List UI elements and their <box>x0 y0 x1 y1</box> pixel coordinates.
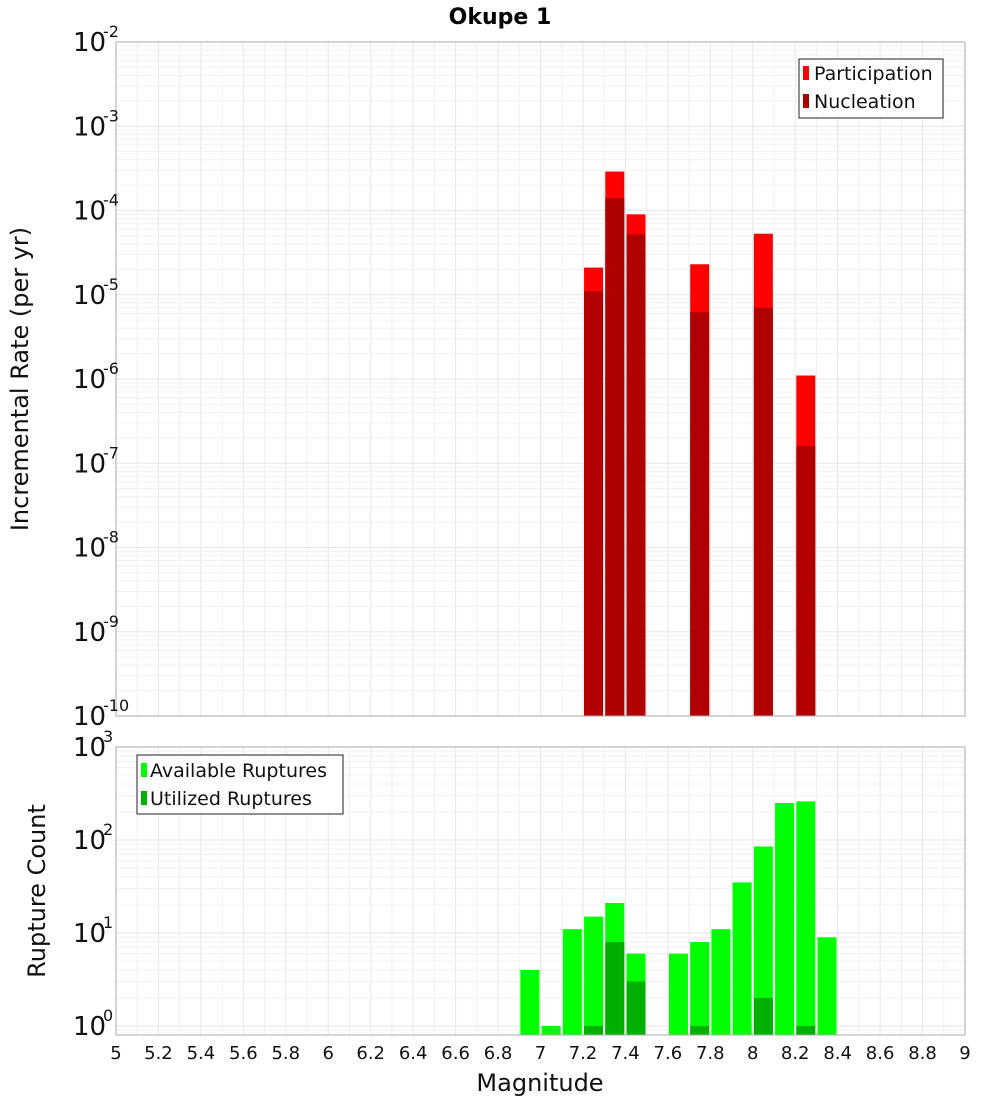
bottom-available-ruptures-bar <box>562 929 582 1035</box>
x-tick-label: 7 <box>535 1043 546 1064</box>
x-tick-label: 7.4 <box>611 1043 640 1064</box>
x-ticks: 5 5.2 5.4 5.6 5.8 6 6.2 6.4 6.6 6.8 7 7.2 7.4 7.6 7.8 8… <box>110 1043 970 1064</box>
top-y-tick-exponent: -3 <box>103 106 119 125</box>
bottom-available-ruptures-bar <box>668 953 688 1035</box>
chart-title: Okupe 1 <box>449 5 552 30</box>
top-y-tick-label: 10 <box>73 534 106 564</box>
bottom-available-ruptures-bar <box>753 846 773 1035</box>
x-tick-label: 6.2 <box>356 1043 385 1064</box>
top-y-tick-label: 10 <box>73 618 106 648</box>
x-tick-label: 9 <box>959 1043 970 1064</box>
top-legend-box <box>798 58 944 119</box>
top-y-tick-label: 10 <box>73 112 106 142</box>
x-tick-label: 5 <box>110 1043 121 1064</box>
top-y-tick-label: 10 <box>73 281 106 311</box>
participation-legend-swatch <box>803 66 809 80</box>
bottom-plot-bars <box>520 801 837 1035</box>
top-y-tick-label: 10 <box>73 449 106 479</box>
x-tick-label: 8.8 <box>908 1043 937 1064</box>
top-y-tick-exponent: -9 <box>103 612 119 631</box>
x-tick-label: 7.2 <box>569 1043 598 1064</box>
nucleation-legend-swatch <box>803 94 809 108</box>
bottom-legend: Available Ruptures Utilized Ruptures <box>136 754 344 815</box>
bottom-y-tick-label: 10 <box>73 826 106 856</box>
top-nucleation-bar <box>605 198 625 716</box>
bottom-utilized-ruptures-bar <box>626 981 646 1035</box>
top-y-tick-exponent: -2 <box>103 22 119 41</box>
x-tick-label: 6.4 <box>399 1043 428 1064</box>
bottom-available-ruptures-bar <box>541 1025 561 1035</box>
top-y-axis-label: Incremental Rate (per yr) <box>6 227 34 531</box>
available-ruptures-legend-label: Available Ruptures <box>150 760 327 782</box>
bottom-utilized-ruptures-bar <box>753 997 773 1035</box>
top-y-tick-label: 10 <box>73 702 106 732</box>
top-plot-grid <box>115 42 966 717</box>
bottom-y-tick-exponent: 1 <box>103 913 113 932</box>
top-y-tick-label: 10 <box>73 197 106 227</box>
top-y-tick-label: 10 <box>73 28 106 58</box>
bottom-available-ruptures-bar <box>732 882 752 1035</box>
top-nucleation-bar <box>690 312 710 716</box>
top-y-tick-label: 10 <box>73 365 106 395</box>
bottom-available-ruptures-bar <box>690 942 710 1035</box>
x-tick-label: 6 <box>323 1043 334 1064</box>
available-ruptures-legend-swatch <box>141 763 147 777</box>
bottom-legend-box <box>136 754 344 815</box>
x-tick-label: 6.8 <box>484 1043 513 1064</box>
bottom-available-ruptures-bar <box>817 937 837 1035</box>
x-tick-label: 5.2 <box>144 1043 173 1064</box>
x-tick-label: 8.6 <box>866 1043 895 1064</box>
bottom-available-ruptures-bar <box>796 801 816 1035</box>
top-nucleation-bar <box>796 446 816 716</box>
top-y-tick-exponent: -10 <box>103 696 129 715</box>
participation-legend-label: Participation <box>814 63 933 85</box>
x-tick-label: 7.8 <box>696 1043 725 1064</box>
bottom-y-tick-label: 10 <box>73 733 106 763</box>
top-y-ticks: 10-210-310-410-510-610-710-810-910-10 <box>73 22 129 732</box>
top-plot-frame <box>115 41 966 717</box>
utilized-ruptures-legend-label: Utilized Ruptures <box>150 788 312 810</box>
top-y-tick-exponent: -7 <box>103 443 119 462</box>
bottom-utilized-ruptures-bar <box>796 1025 816 1035</box>
bottom-y-tick-label: 10 <box>73 1012 106 1042</box>
x-tick-label: 5.8 <box>271 1043 300 1064</box>
x-axis-label: Magnitude <box>476 1069 603 1097</box>
top-nucleation-bar <box>753 307 773 716</box>
bottom-available-ruptures-bar <box>584 916 604 1035</box>
x-tick-label: 8.2 <box>781 1043 810 1064</box>
x-tick-label: 8 <box>747 1043 758 1064</box>
bottom-utilized-ruptures-bar <box>690 1025 710 1035</box>
x-tick-label: 5.6 <box>229 1043 258 1064</box>
x-tick-label: 7.6 <box>654 1043 683 1064</box>
top-legend: Participation Nucleation <box>798 58 944 119</box>
x-tick-label: 8.4 <box>823 1043 852 1064</box>
bottom-y-tick-label: 10 <box>73 919 106 949</box>
top-y-tick-exponent: -4 <box>103 191 119 210</box>
bottom-plot-frame <box>115 746 966 1036</box>
x-tick-label: 5.4 <box>187 1043 216 1064</box>
bottom-y-tick-exponent: 0 <box>103 1006 113 1025</box>
bottom-y-axis-label: Rupture Count <box>23 804 51 978</box>
utilized-ruptures-legend-swatch <box>141 791 147 805</box>
bottom-available-ruptures-bar <box>520 969 540 1035</box>
top-plot-bars <box>584 171 816 717</box>
nucleation-legend-label: Nucleation <box>814 91 916 113</box>
top-y-tick-exponent: -5 <box>103 275 119 294</box>
top-y-tick-exponent: -6 <box>103 359 119 378</box>
top-nucleation-bar <box>626 234 646 717</box>
top-y-tick-exponent: -8 <box>103 528 119 547</box>
bottom-y-tick-exponent: 3 <box>103 727 113 746</box>
bottom-y-tick-exponent: 2 <box>103 820 113 839</box>
bottom-utilized-ruptures-bar <box>584 1025 604 1035</box>
bottom-available-ruptures-bar <box>711 929 731 1035</box>
bottom-utilized-ruptures-bar <box>605 942 625 1035</box>
top-nucleation-bar <box>584 291 604 716</box>
bottom-available-ruptures-bar <box>775 802 795 1035</box>
x-tick-label: 6.6 <box>441 1043 470 1064</box>
